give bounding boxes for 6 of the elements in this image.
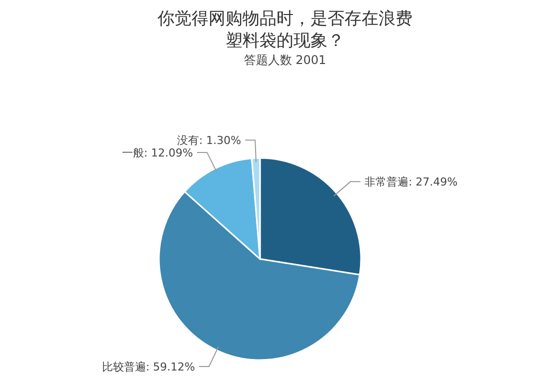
slice-label: 一般: 12.09% [122,146,194,160]
chart-subtitle: 答题人数 2001 [242,52,328,69]
slice-label: 比较普遍: 59.12% [102,360,195,374]
slice-label: 非常普遍: 27.49% [364,176,458,189]
chart-title: 你觉得网购物品时，是否存在浪费塑料袋的现象？ [156,8,414,52]
slice-label: 没有: 1.30% [176,134,242,148]
